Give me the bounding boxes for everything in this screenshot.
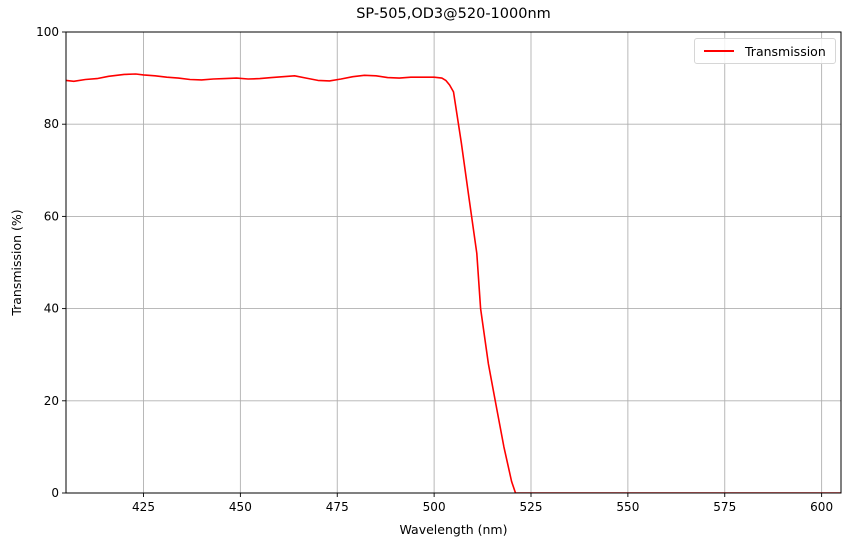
y-axis-label: Transmission (%) [9, 209, 24, 316]
transmission-line [66, 73, 841, 493]
x-tick-label: 475 [326, 500, 349, 514]
axes-frame [65, 31, 842, 494]
x-tick-label: 525 [520, 500, 543, 514]
y-tick-label: 100 [36, 25, 59, 39]
y-tick-label: 20 [44, 394, 59, 408]
x-tick-label: 575 [713, 500, 736, 514]
legend-label: Transmission [745, 43, 826, 59]
x-tick-label: 425 [132, 500, 155, 514]
chart-title: SP-505,OD3@520-1000nm [356, 6, 551, 22]
x-tick-label: 500 [423, 500, 446, 514]
y-tick-label: 80 [44, 117, 59, 131]
x-tick-label: 450 [229, 500, 252, 514]
x-tick-label: 550 [616, 500, 639, 514]
y-tick-label: 60 [44, 209, 59, 223]
y-tick-label: 40 [44, 302, 59, 316]
x-axis-label: Wavelength (nm) [400, 522, 508, 537]
legend: Transmission [694, 38, 836, 64]
x-tick-label: 600 [810, 500, 833, 514]
legend-line-swatch [704, 50, 734, 52]
y-tick-label: 0 [51, 486, 59, 500]
